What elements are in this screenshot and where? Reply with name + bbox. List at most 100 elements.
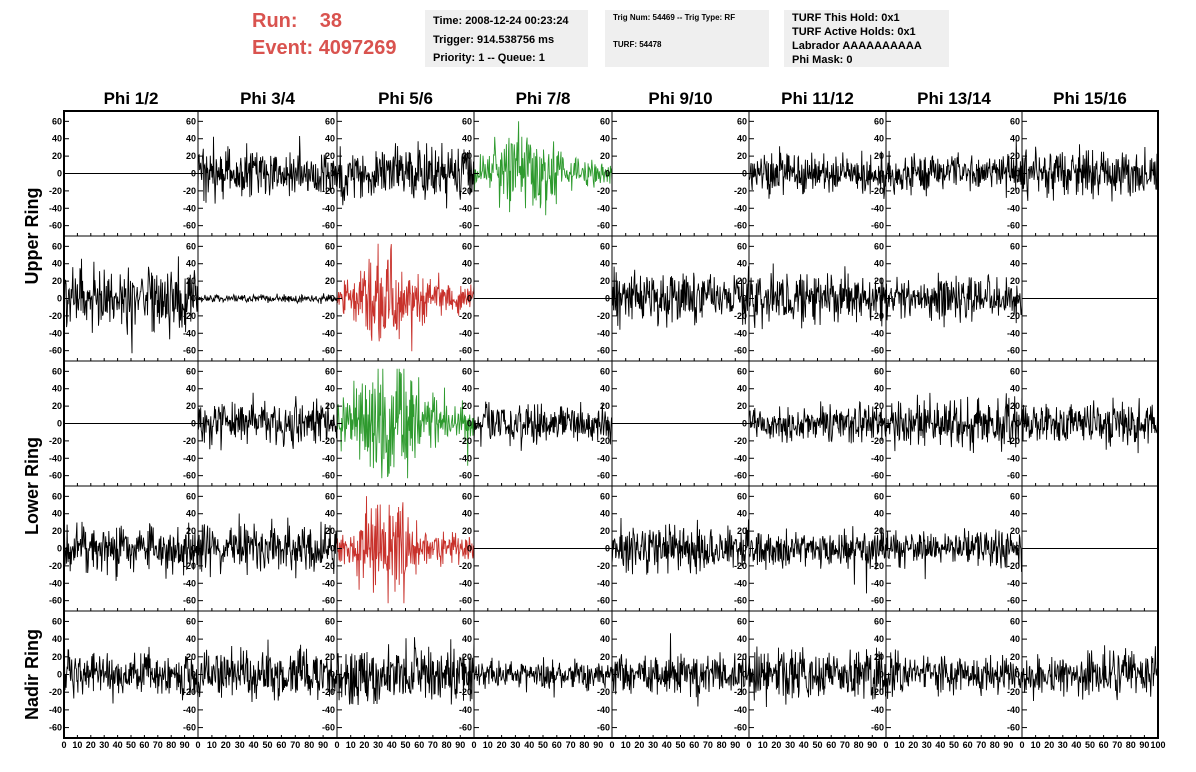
y-tick-label: 40	[1010, 384, 1020, 394]
y-tick-label: 60	[52, 491, 62, 501]
y-tick-label: 0	[879, 544, 884, 554]
x-tick-label: 20	[221, 740, 231, 750]
y-tick-label: 60	[600, 616, 610, 626]
y-tick-label: -20	[734, 687, 747, 697]
x-tick-label: 70	[1112, 740, 1122, 750]
x-tick-label: 40	[662, 740, 672, 750]
x-tick-label: 50	[400, 740, 410, 750]
y-tick-label: 0	[57, 419, 62, 429]
column-title: Phi 3/4	[240, 89, 295, 108]
y-tick-label: -40	[183, 203, 196, 213]
y-tick-label: 0	[467, 294, 472, 304]
y-tick-label: -40	[1007, 328, 1020, 338]
y-tick-label: 0	[1015, 294, 1020, 304]
run-event-header: Run: 38 Event: 4097269	[252, 8, 397, 62]
y-tick-label: 60	[325, 366, 335, 376]
waveform-line	[473, 121, 613, 216]
y-tick-label: 20	[52, 526, 62, 536]
y-tick-label: -20	[871, 186, 884, 196]
y-tick-label: -40	[597, 705, 610, 715]
y-tick-label: 40	[737, 259, 747, 269]
x-tick-label: 40	[799, 740, 809, 750]
y-tick-label: 20	[600, 526, 610, 536]
column-title: Phi 9/10	[648, 89, 712, 108]
x-tick-label: 70	[703, 740, 713, 750]
y-tick-label: -20	[322, 436, 335, 446]
y-tick-label: 60	[462, 616, 472, 626]
y-tick-label: -20	[1007, 311, 1020, 321]
y-tick-label: -40	[183, 705, 196, 715]
row-label: Nadir Ring	[22, 629, 42, 720]
y-tick-label: 60	[600, 241, 610, 251]
y-tick-label: -40	[734, 453, 747, 463]
y-tick-label: 40	[737, 509, 747, 519]
x-tick-label: 90	[1003, 740, 1013, 750]
y-tick-label: -40	[871, 705, 884, 715]
y-tick-label: 0	[467, 670, 472, 680]
y-tick-label: 0	[191, 544, 196, 554]
x-tick-label: 60	[139, 740, 149, 750]
x-tick-label: 70	[840, 740, 850, 750]
y-tick-label: -60	[597, 346, 610, 356]
y-tick-label: -60	[459, 596, 472, 606]
waveform-line	[748, 646, 887, 708]
y-tick-label: 40	[737, 134, 747, 144]
y-tick-label: 60	[600, 116, 610, 126]
y-tick-label: -40	[49, 578, 62, 588]
y-tick-label: -40	[597, 453, 610, 463]
y-tick-label: 20	[186, 276, 196, 286]
x-tick-label: 70	[428, 740, 438, 750]
y-tick-label: 20	[737, 276, 747, 286]
x-tick-label: 30	[785, 740, 795, 750]
time-text: Time: 2008-12-24 00:23:24	[433, 15, 569, 27]
y-tick-label: -20	[322, 687, 335, 697]
y-tick-label: 60	[186, 366, 196, 376]
y-tick-label: 0	[467, 169, 472, 179]
x-tick-label: 60	[689, 740, 699, 750]
y-tick-label: 40	[874, 134, 884, 144]
x-tick-label: 20	[359, 740, 369, 750]
y-tick-label: 0	[467, 419, 472, 429]
y-tick-label: -60	[49, 596, 62, 606]
y-tick-label: 20	[737, 401, 747, 411]
y-tick-label: -20	[597, 687, 610, 697]
y-tick-label: 40	[186, 259, 196, 269]
y-tick-label: -40	[1007, 578, 1020, 588]
y-tick-label: 0	[742, 670, 747, 680]
x-tick-label: 80	[579, 740, 589, 750]
y-tick-label: -40	[1007, 203, 1020, 213]
event-value: 4097269	[318, 37, 397, 59]
y-tick-label: 40	[186, 509, 196, 519]
y-tick-label: -20	[734, 311, 747, 321]
y-tick-label: 0	[330, 670, 335, 680]
y-tick-label: 60	[325, 116, 335, 126]
x-tick-label: 20	[497, 740, 507, 750]
waveform-line	[336, 368, 475, 479]
waveform-line	[1021, 645, 1159, 702]
column-title: Phi 11/12	[781, 89, 854, 108]
y-tick-label: 20	[1010, 401, 1020, 411]
x-tick-label: 60	[414, 740, 424, 750]
y-tick-label: 0	[191, 169, 196, 179]
x-tick-label: 0	[746, 740, 751, 750]
y-tick-label: 0	[57, 544, 62, 554]
x-tick-label: 10	[72, 740, 82, 750]
y-tick-label: -40	[734, 203, 747, 213]
turf-info-panel: TURF This Hold: 0x1 TURF Active Holds: 0…	[784, 10, 949, 67]
y-tick-label: 60	[1010, 491, 1020, 501]
y-tick-label: 0	[57, 294, 62, 304]
y-tick-label: 0	[57, 670, 62, 680]
x-tick-label: 80	[442, 740, 452, 750]
y-tick-label: 20	[737, 526, 747, 536]
y-tick-label: 60	[52, 616, 62, 626]
y-tick-label: -20	[597, 186, 610, 196]
y-tick-label: -60	[183, 723, 196, 733]
column-title: Phi 15/16	[1053, 89, 1127, 108]
trigger-info-panel: Trig Num: 54469 -- Trig Type: RF TURF: 5…	[605, 10, 769, 67]
y-tick-label: 20	[1010, 276, 1020, 286]
waveform-line	[473, 401, 613, 451]
x-tick-label: 30	[922, 740, 932, 750]
waveform-line	[63, 521, 199, 581]
x-tick-label: 40	[524, 740, 534, 750]
x-tick-label: 20	[1044, 740, 1054, 750]
